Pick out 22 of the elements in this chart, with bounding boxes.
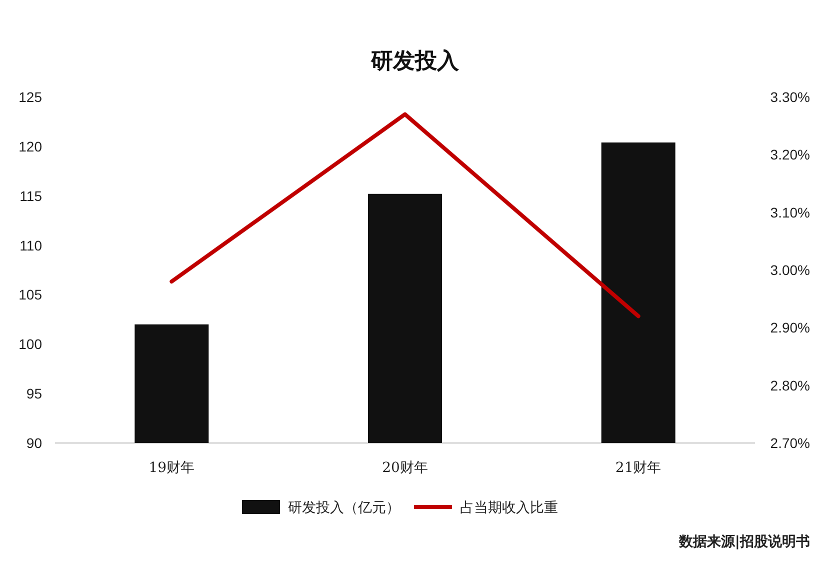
- chart-title: 研发投入: [370, 48, 460, 74]
- x-tick-label: 19财年: [148, 460, 195, 476]
- y2-tick-label: 3.00%: [770, 262, 810, 278]
- y-tick-label: 125: [18, 89, 42, 105]
- y-tick-label: 120: [18, 138, 42, 154]
- source-note: 数据来源|招股说明书: [678, 534, 810, 550]
- y2-tick-label: 3.10%: [770, 204, 810, 220]
- y-tick-label: 90: [26, 435, 42, 451]
- y-tick-label: 95: [26, 386, 42, 402]
- y2-tick-label: 2.80%: [770, 377, 810, 394]
- x-tick-label: 21财年: [615, 460, 662, 476]
- y-tick-label: 110: [20, 237, 42, 254]
- y-tick-label: 100: [18, 336, 42, 352]
- y2-tick-label: 2.70%: [770, 435, 810, 451]
- x-tick-label: 20财年: [382, 460, 428, 476]
- y-tick-label: 115: [20, 188, 42, 204]
- y2-tick-label: 3.30%: [770, 89, 810, 105]
- legend-label: 研发投入（亿元）: [288, 500, 400, 516]
- y2-tick-label: 3.20%: [770, 146, 810, 163]
- y-tick-label: 105: [18, 286, 42, 303]
- y2-tick-label: 2.90%: [770, 320, 810, 336]
- legend-label: 占当期收入比重: [460, 500, 558, 516]
